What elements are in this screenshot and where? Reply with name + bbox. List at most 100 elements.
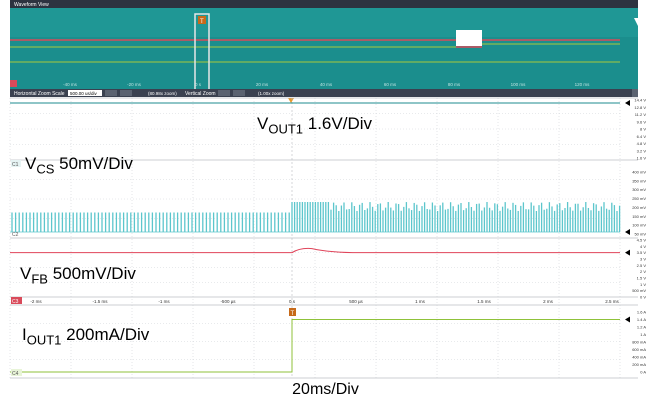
vfb-scale-label: VFB 500mV/Div xyxy=(20,264,136,287)
right-tick-label: 200 mA xyxy=(632,362,646,367)
iout1-scale-label: IOUT1 200mA/Div xyxy=(22,325,150,348)
zoom-time-tick: -500 µs xyxy=(220,299,236,304)
right-tick-label: 200 mV xyxy=(632,205,646,210)
overview-time-tick: 0 s xyxy=(195,82,202,87)
vfb-pointer[interactable] xyxy=(625,249,630,256)
right-tick-label: 400 mV xyxy=(632,170,646,175)
vfb-trace xyxy=(10,247,620,254)
c3-label: C3 xyxy=(12,299,19,305)
vcs-pointer[interactable] xyxy=(625,229,630,235)
horizontal-zoom-label: Horizontal Zoom Scale xyxy=(14,91,65,97)
right-tick-label: 1.6 V xyxy=(637,156,647,161)
overview-gap-region xyxy=(456,30,482,46)
overview-time-tick: 120 ms xyxy=(575,82,591,87)
overview-upper-band xyxy=(10,7,638,37)
c2-label: C2 xyxy=(12,232,19,238)
toolbar-close-button[interactable] xyxy=(632,89,638,97)
right-tick-label: 1.2 A xyxy=(637,325,646,330)
right-tick-label: 1.4 A xyxy=(637,317,646,322)
right-tick-label: 1 A xyxy=(640,332,646,337)
overview-time-tick: 40 ms xyxy=(320,82,333,87)
c4-badge xyxy=(11,369,22,376)
right-tick-label: 8 V xyxy=(640,127,646,132)
zoom-time-tick: 1 ms xyxy=(415,299,426,304)
right-tick-label: 3.2 V xyxy=(637,148,647,153)
zoom-trigger-marker[interactable] xyxy=(289,308,296,316)
c3-badge xyxy=(11,297,22,304)
zoom-time-tick: 1.5 ms xyxy=(477,299,491,304)
iout1-pointer[interactable] xyxy=(625,316,630,323)
vertical-zoom-factor: (1.00x zoom) xyxy=(258,91,285,96)
zoom-time-tick: 500 µs xyxy=(349,299,363,304)
horizontal-zoom-value: 500.00 us/div xyxy=(70,91,98,96)
right-tick-label: 500 mV xyxy=(632,288,646,293)
c1-badge xyxy=(11,160,21,167)
zoom-time-tick: 2 ms xyxy=(543,299,554,304)
right-tick-label: 250 mV xyxy=(632,196,646,201)
zoom-factor-text: (80.98x zoom) xyxy=(148,91,177,96)
right-tick-label: 2.5 V xyxy=(637,263,647,268)
right-tick-label: 1.5 V xyxy=(637,276,647,281)
zoom-grid xyxy=(9,97,638,379)
right-tick-label: 600 mA xyxy=(632,347,646,352)
right-tick-label: 1.6 A xyxy=(637,310,646,315)
overview-trigger-label: T xyxy=(200,19,204,25)
vout1-pointer[interactable] xyxy=(625,100,630,106)
zoom-traces xyxy=(10,100,630,373)
right-tick-label: 2 V xyxy=(640,269,646,274)
overview-title-bar xyxy=(10,0,638,8)
overview-time-tick: -20 ms xyxy=(127,82,142,87)
right-tick-label: 0 A xyxy=(640,370,646,375)
overview-title: Waveform View xyxy=(14,2,49,8)
right-tick-label: 350 mV xyxy=(632,178,646,183)
right-tick-label: 4.5 V xyxy=(637,238,647,243)
right-tick-label: 400 mA xyxy=(632,355,646,360)
c1-label: C1 xyxy=(12,162,19,168)
right-tick-label: 6.4 V xyxy=(637,134,647,139)
zoom-time-tick: -1.5 ms xyxy=(92,299,108,304)
zoom-in-button[interactable] xyxy=(105,90,117,96)
vertical-zoom-label: Vertical Zoom xyxy=(185,91,216,97)
overview-trigger-marker[interactable] xyxy=(198,16,206,24)
right-tick-label: 3.5 V xyxy=(637,250,647,255)
overview-time-tick: 100 ms xyxy=(511,82,527,87)
zoom-toolbar: Horizontal Zoom Scale 500.00 us/div (80.… xyxy=(10,89,638,103)
zoom-toolbar-background xyxy=(10,89,638,97)
zoom-time-tick: -1 ms xyxy=(158,299,170,304)
zoom-time-tick: 2.5 ms xyxy=(605,299,619,304)
right-tick-label: 14.4 V xyxy=(634,98,646,103)
zoom-out-button[interactable] xyxy=(120,90,132,96)
vertical-zoom-in-button[interactable] xyxy=(218,90,230,96)
zoom-trigger-label: T xyxy=(291,311,295,317)
right-tick-label: 150 mV xyxy=(632,214,646,219)
zoom-time-ticks: -2 ms -1.5 ms -1 ms -500 µs 0 s 500 µs 1 ms 1.5… xyxy=(30,299,619,304)
overview-time-tick: 20 ms xyxy=(256,82,269,87)
vout1-scale-label: VOUT1 1.6V/Div xyxy=(257,114,372,137)
vcs-scale-label: VCS 50mV/Div xyxy=(25,154,133,177)
overview-right-marker xyxy=(634,18,642,26)
c4-label: C4 xyxy=(12,371,19,377)
iout1-trace xyxy=(10,319,620,373)
vertical-zoom-out-button[interactable] xyxy=(233,90,245,96)
overview-time-tick: 80 ms xyxy=(448,82,461,87)
right-tick-label: 300 mV xyxy=(632,187,646,192)
right-tick-label: 3 V xyxy=(640,257,646,262)
overview-channel-badge xyxy=(10,80,17,87)
overview-time-ticks: -40 ms -20 ms 0 s 20 ms 40 ms 60 ms 80 ms 100 m… xyxy=(63,82,590,87)
zoom-time-tick: -2 ms xyxy=(30,299,42,304)
overview-time-tick: 60 ms xyxy=(384,82,397,87)
right-tick-label: 12.8 V xyxy=(634,105,646,110)
right-tick-label: 800 mA xyxy=(632,340,646,345)
right-tick-label: 4.8 V xyxy=(637,141,647,146)
right-tick-label: 9.6 V xyxy=(637,119,647,124)
zoom-trigger-pointer xyxy=(288,98,294,103)
right-tick-label: 100 mV xyxy=(632,223,646,228)
right-tick-label: 0 V xyxy=(640,295,646,300)
right-tick-label: 4 V xyxy=(640,244,646,249)
right-tick-label: 50 mV xyxy=(634,232,646,237)
horizontal-zoom-input[interactable] xyxy=(68,90,102,96)
right-tick-label: 11.2 V xyxy=(635,112,647,117)
right-tick-labels: 14.4 V 12.8 V 11.2 V 9.6 V 8 V 6.4 V 4.8 V 3.2 … xyxy=(632,98,646,375)
zoom-time-tick: 0 s xyxy=(289,299,296,304)
waveform-canvas: Waveform View T -40 ms -20 ms 0 s 20 ms 40 m… xyxy=(9,0,646,379)
